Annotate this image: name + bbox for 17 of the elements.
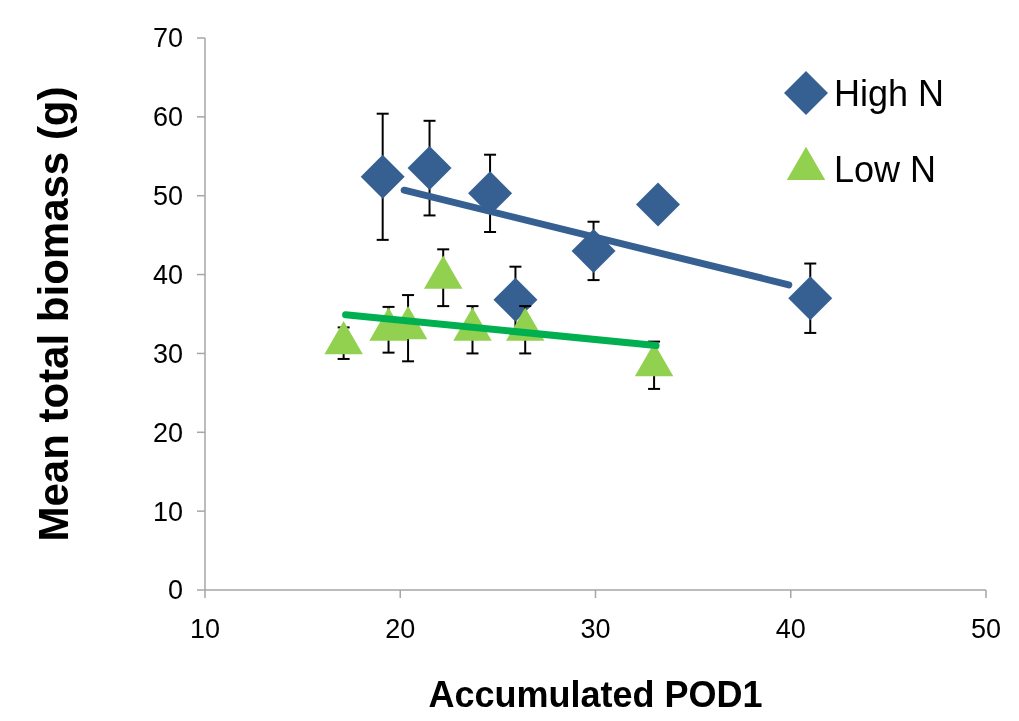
y-tick-label: 0 xyxy=(167,575,183,606)
y-tick-label: 20 xyxy=(152,417,183,448)
x-tick-label: 20 xyxy=(385,614,416,644)
y-tick-label: 10 xyxy=(152,496,183,527)
y-tick-label: 50 xyxy=(152,181,183,212)
x-tick-label: 40 xyxy=(775,614,806,644)
legend-label: High N xyxy=(834,72,945,114)
legend-label: Low N xyxy=(834,148,937,190)
x-tick-label: 10 xyxy=(189,614,221,644)
x-axis-title: Accumulated POD1 xyxy=(428,674,763,715)
x-tick-label: 30 xyxy=(580,614,611,644)
y-axis-title: Mean total biomass (g) xyxy=(30,86,77,542)
y-tick-label: 70 xyxy=(152,23,183,54)
x-tick-label: 50 xyxy=(970,614,1002,644)
y-tick-label: 60 xyxy=(152,102,183,133)
y-tick-label: 30 xyxy=(152,338,183,369)
y-tick-label: 40 xyxy=(152,260,183,291)
